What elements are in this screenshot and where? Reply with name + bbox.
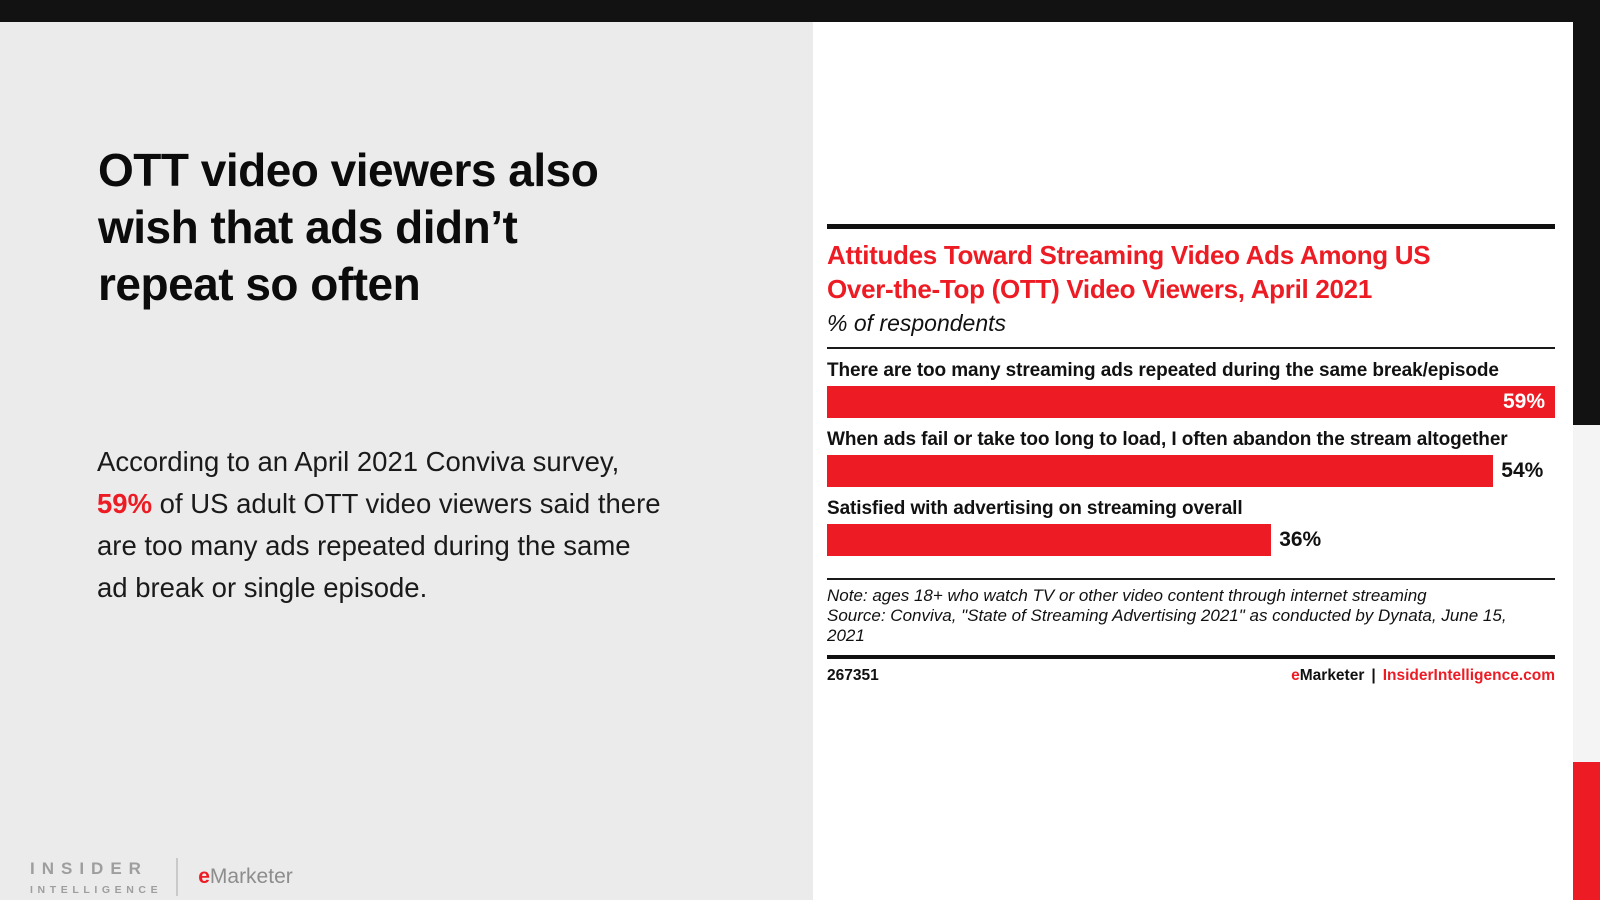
- bar-value: 36%: [1279, 528, 1322, 551]
- insider-logo-line1: INSIDER: [30, 858, 148, 878]
- body-line: According to an April 2021 Conviva surve…: [97, 441, 737, 483]
- chart-title-line: Over-the-Top (OTT) Video Viewers, April …: [827, 274, 1372, 304]
- bar-category-label: When ads fail or take too long to load, …: [827, 429, 1508, 450]
- body-segment: are too many ads repeated during the sam…: [97, 530, 631, 561]
- chart-subtitle: % of respondents: [827, 310, 1007, 336]
- body-text: According to an April 2021 Conviva surve…: [97, 441, 737, 609]
- chart-panel: Attitudes Toward Streaming Video Ads Amo…: [813, 22, 1600, 900]
- body-segment: of US adult OTT video viewers said there: [152, 488, 661, 519]
- left-panel: OTT video viewers also wish that ads didn…: [0, 22, 813, 900]
- note-line: 2021: [827, 625, 865, 645]
- chart-note-rule: [827, 578, 1555, 580]
- insider-logo-line2: INTELLIGENCE: [30, 883, 163, 896]
- footer-emarketer-rest: Marketer: [1299, 666, 1365, 684]
- bar-category-label: There are too many streaming ads repeate…: [827, 360, 1499, 381]
- top-bar: [0, 0, 1600, 22]
- chart-footer-brand: eMarketer | InsiderIntelligence.com: [1291, 667, 1555, 685]
- chart-top-rule: [827, 224, 1555, 229]
- body-line: ad break or single episode.: [97, 567, 737, 609]
- bar: [827, 455, 1494, 487]
- bar-chart: There are too many streaming ads repeate…: [827, 360, 1555, 556]
- bar-value: 59%: [1502, 390, 1545, 413]
- right-rail-gray: [1573, 425, 1600, 762]
- chart: Attitudes Toward Streaming Video Ads Amo…: [827, 224, 1555, 685]
- note-line: Source: Conviva, "State of Streaming Adv…: [827, 605, 1507, 625]
- right-rail-red-accent: [1573, 762, 1600, 900]
- emarketer-logo-e: e: [198, 865, 210, 888]
- emarketer-logo: eMarketer: [198, 865, 293, 889]
- body-line: are too many ads repeated during the sam…: [97, 525, 737, 567]
- bar-row: 36%: [827, 524, 1555, 556]
- chart-note: Note: ages 18+ who watch TV or other vid…: [827, 586, 1555, 646]
- chart-id: 267351: [827, 666, 879, 684]
- bar-category-label: Satisfied with advertising on streaming …: [827, 498, 1243, 519]
- headline-line: OTT video viewers also: [98, 144, 599, 196]
- bar-value: 54%: [1501, 459, 1544, 482]
- headline-line: wish that ads didn’t: [98, 201, 518, 253]
- logo-divider: [176, 858, 179, 896]
- chart-title-line: Attitudes Toward Streaming Video Ads Amo…: [827, 240, 1431, 270]
- note-line: Note: ages 18+ who watch TV or other vid…: [827, 585, 1427, 605]
- bar-row: 59%: [827, 386, 1555, 418]
- brand-footer: INSIDER INTELLIGENCE eMarketer: [30, 858, 293, 896]
- body-line: 59% of US adult OTT video viewers said t…: [97, 483, 737, 525]
- bar-row: 54%: [827, 455, 1555, 487]
- highlight-stat: 59%: [97, 488, 153, 519]
- chart-bottom-rule: [827, 654, 1555, 659]
- headline-line: repeat so often: [98, 258, 421, 310]
- chart-footer: 267351 eMarketer | InsiderIntelligence.com: [827, 667, 1555, 685]
- footer-separator: |: [1371, 666, 1376, 684]
- bar: 59%: [827, 386, 1555, 418]
- insiderintelligence-link[interactable]: InsiderIntelligence.com: [1382, 666, 1555, 684]
- emarketer-logo-rest: Marketer: [209, 865, 293, 888]
- bar: [827, 524, 1272, 556]
- body-segment: ad break or single episode.: [97, 572, 428, 603]
- chart-title: Attitudes Toward Streaming Video Ads Amo…: [827, 238, 1555, 306]
- right-rail-black: [1573, 0, 1600, 425]
- headline: OTT video viewers also wish that ads didn…: [98, 142, 718, 313]
- insider-intelligence-logo: INSIDER INTELLIGENCE: [30, 859, 162, 896]
- body-segment: According to an April 2021 Conviva surve…: [97, 446, 620, 477]
- footer-emarketer-e: e: [1291, 666, 1300, 684]
- chart-header-rule: [827, 347, 1555, 349]
